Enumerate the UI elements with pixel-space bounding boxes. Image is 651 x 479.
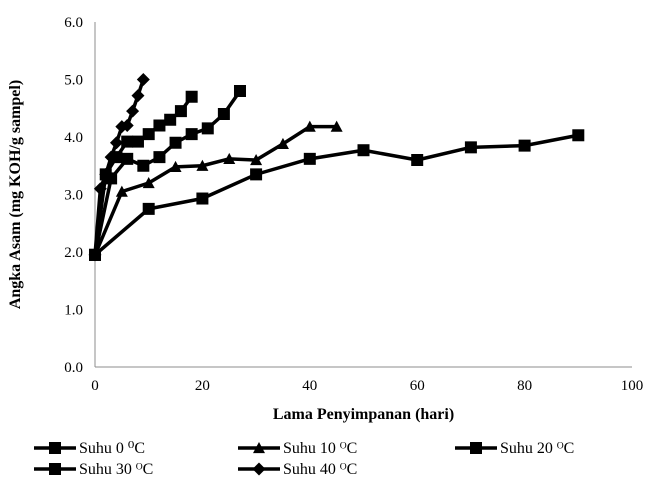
legend-item: Suhu 10 ᴼC [238,440,357,457]
legend-marker [253,442,265,454]
y-tick-label: 5.0 [64,73,83,89]
y-tick-label: 1.0 [64,303,83,319]
data-point [174,105,187,118]
legend-item: Suhu 30 ᴼC [34,461,153,478]
series-line [93,124,337,256]
legend-label: Suhu 0 ⁰C [79,440,145,457]
data-point [88,248,102,262]
legend-item: Suhu 0 ⁰C [34,440,145,457]
data-point [196,192,209,205]
y-tick-label: 0.0 [64,360,83,376]
data-point [250,168,263,181]
legend-item: Suhu 20 ᴼC [455,440,574,457]
legend-marker [49,442,61,454]
data-point [201,122,214,135]
y-tick-label: 6.0 [64,15,83,31]
data-point [121,152,134,165]
data-point [99,167,113,181]
data-point [120,119,134,132]
data-point [357,144,370,157]
data-point [115,185,128,197]
x-tick-label: 60 [410,378,425,394]
data-point [142,128,155,141]
x-tick-label: 80 [517,378,532,394]
data-point [185,128,198,141]
legend-label: Suhu 30 ᴼC [79,461,153,478]
legend-label: Suhu 20 ᴼC [500,440,574,457]
data-point [115,120,129,134]
series-line [93,133,579,257]
data-point [169,136,182,149]
data-point [169,160,182,172]
legend-item: Suhu 40 ᴼC [238,461,357,478]
data-point [223,152,236,164]
data-point [136,73,150,86]
axes [94,22,632,368]
data-point [109,136,123,150]
x-tick-label: 0 [91,378,99,394]
data-point [185,90,198,103]
tick-labels: 0 20 40 60 80 100 0.0 1.0 2.0 3.0 4.0 5.0 6.0 [64,15,643,394]
series-2 [89,120,343,260]
data-point [142,202,155,215]
data-point [137,159,150,172]
data-point [153,119,166,132]
data-point [217,108,230,120]
y-tick-label: 3.0 [64,188,83,204]
series-group [88,73,585,262]
legend-marker [252,462,266,476]
data-point [330,120,343,132]
data-point [142,177,155,189]
data-point [276,137,289,149]
series-line [93,78,145,256]
series-line [93,89,242,256]
data-point [126,104,140,118]
data-point [250,154,263,166]
legend-marker [49,463,61,475]
x-tick-label: 100 [621,378,644,394]
series-1 [89,129,585,261]
y-tick-label: 2.0 [64,245,83,261]
data-point [572,129,585,142]
data-point [411,154,424,166]
y-tick-label: 4.0 [64,130,83,146]
series-5 [88,73,150,262]
x-tick-label: 20 [195,378,210,394]
data-point [518,139,531,152]
data-point [303,152,316,165]
data-point [164,113,177,126]
data-point [153,151,166,164]
data-point [93,182,107,196]
data-point [196,159,209,171]
data-point [131,135,144,148]
data-point [104,150,118,164]
data-point [121,135,134,148]
legend-label: Suhu 10 ᴼC [283,440,357,457]
data-point [303,120,316,132]
legend-marker [470,442,482,454]
legend-label: Suhu 40 ᴼC [283,461,357,478]
data-point [464,141,477,154]
legend: Suhu 0 ⁰C Suhu 10 ᴼC Suhu 20 ᴼC Suhu 30 ᴼC S… [34,440,574,478]
y-axis-title: Angka Asam (mg KOH/g sampel) [7,80,24,309]
x-axis-title: Lama Penyimpanan (hari) [273,406,454,423]
data-point [131,89,145,103]
data-point [233,85,246,97]
x-tick-label: 40 [302,378,317,394]
